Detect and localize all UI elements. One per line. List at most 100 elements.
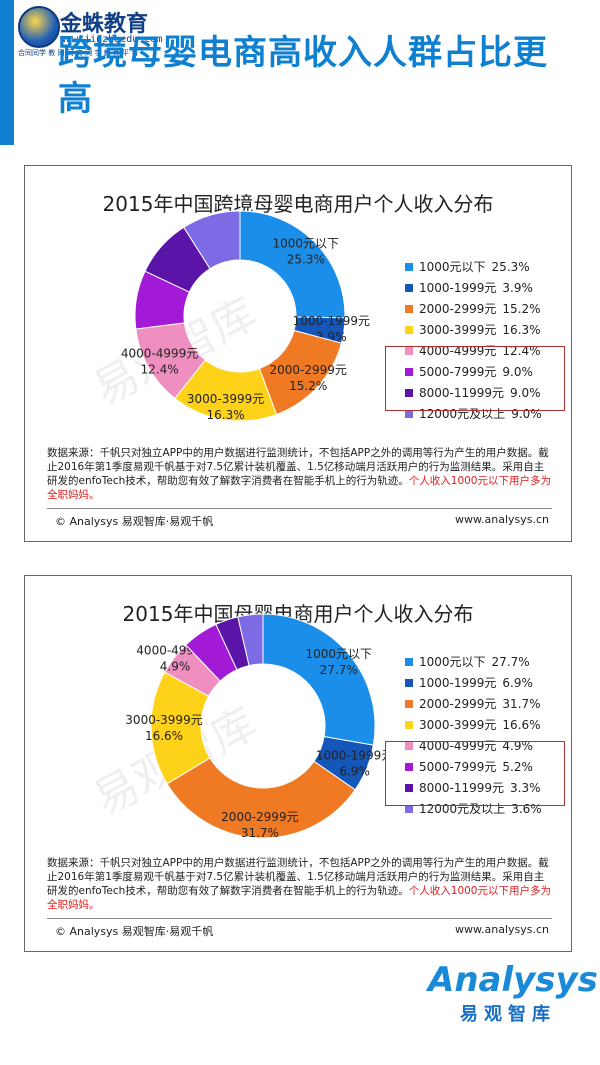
website: www.analysys.cn [455,923,549,936]
legend-value: 16.3% [502,322,541,337]
legend-item: 8000-11999元 3.3% [405,777,575,798]
legend-swatch [405,741,413,750]
slice-category-label: 1000元以下 [305,647,372,661]
donut-chart: 1000元以下25.3%1000-1999元3.9%2000-2999元15.2… [121,210,370,422]
slice-category-label: 3000-3999元 [187,392,264,406]
slice-value-label: 31.7% [241,826,279,840]
source-highlight: 个人收入1000元以下用户多为全职妈妈。 [47,475,551,501]
legend-label: 1000-1999元 [419,281,497,295]
source-text: 数据来源：千帆只对独立APP中的用户数据进行监测统计，不包括APP之外的调用等行… [47,857,549,897]
data-source-note: 数据来源：千帆只对独立APP中的用户数据进行监测统计，不包括APP之外的调用等行… [47,856,552,912]
slice-value-label: 16.3% [207,408,245,422]
legend-item: 2000-2999元 31.7% [405,693,575,714]
donut-slice-1 [239,210,346,319]
slice-value-label: 15.2% [289,379,327,393]
high-income-highlight-box [385,741,565,806]
legend-swatch [405,388,413,397]
legend-swatch [405,304,413,313]
legend-label: 1000-1999元 [419,676,497,690]
chart-panel-cross-border: 易观智库 2015年中国跨境母婴电商用户个人收入分布 1000元以下25.3%1… [24,165,572,542]
slice-category-label: 2000-2999元 [269,363,346,377]
legend-value: 4.9% [502,738,533,753]
legend-item: 5000-7999元 5.2% [405,756,575,777]
legend-label: 4000-4999元 [419,739,497,753]
legend-label: 8000-11999元 [419,781,505,795]
legend-label: 3000-3999元 [419,718,497,732]
legend-value: 15.2% [502,301,541,316]
legend-swatch [405,783,413,792]
legend-label: 1000元以下 [419,655,486,669]
chart-panel-all-maternal: 易观智库 2015年中国母婴电商用户个人收入分布 1000元以下27.7%100… [24,575,572,952]
brand-name: Analysys [428,960,598,1000]
slice-category-label: 1000元以下 [273,236,340,250]
legend-swatch [405,283,413,292]
high-income-highlight-box [385,346,565,411]
legend-swatch [405,804,413,813]
data-source-note: 数据来源：千帆只对独立APP中的用户数据进行监测统计，不包括APP之外的调用等行… [47,446,552,502]
donut-slice-1 [262,613,376,746]
slice-value-label: 27.7% [320,663,358,677]
legend-swatch [405,720,413,729]
legend-item: 4000-4999元 4.9% [405,735,575,756]
legend-item: 4000-4999元 12.4% [405,340,575,361]
legend-label: 8000-11999元 [419,386,505,400]
legend-swatch [405,762,413,771]
legend-item: 1000-1999元 3.9% [405,277,575,298]
legend-item: 5000-7999元 9.0% [405,361,575,382]
footer-divider [47,508,552,509]
donut-slice-8 [183,210,241,270]
chart-legend: 1000元以下 25.3% 1000-1999元 3.9% 2000-2999元 15.2… [405,256,575,424]
logo-url: www.jinzhuedu.com [60,34,163,45]
slice-value-label: 25.3% [287,252,325,266]
source-text: 数据来源：千帆只对独立APP中的用户数据进行监测统计，不包括APP之外的调用等行… [47,447,549,487]
legend-item: 1000元以下 25.3% [405,256,575,277]
legend-value: 9.0% [502,364,533,379]
logo-name: 金蛛教育 [60,12,149,37]
legend-swatch [405,262,413,271]
legend-label: 2000-2999元 [419,302,497,316]
legend-label: 2000-2999元 [419,697,497,711]
legend-item: 3000-3999元 16.6% [405,714,575,735]
slice-value-label: 16.6% [145,729,183,743]
slice-value-label: 4.9% [160,659,191,673]
legend-swatch [405,409,413,418]
slice-category-label: 4000-4999元 [121,346,198,360]
chart-title: 2015年中国跨境母婴电商用户个人收入分布 [102,192,494,216]
chart-legend: 1000元以下 27.7% 1000-1999元 6.9% 2000-2999元 31.7… [405,651,575,819]
legend-value: 16.6% [502,717,541,732]
legend-value: 25.3% [491,259,530,274]
footer-divider [47,918,552,919]
page-title: 跨境母婴电商高收入人群占比更高 [58,33,548,119]
legend-label: 5000-7999元 [419,365,497,379]
donut-slice-3 [166,757,356,839]
slice-category-label: 2000-2999元 [221,810,298,824]
legend-value: 3.9% [502,280,533,295]
source-highlight: 个人收入1000元以下用户多为全职妈妈。 [47,885,551,911]
legend-swatch [405,699,413,708]
legend-label: 1000元以下 [419,260,486,274]
legend-value: 9.0% [510,385,541,400]
legend-value: 3.3% [510,780,541,795]
legend-item: 3000-3999元 16.3% [405,319,575,340]
donut-chart: 1000元以下 27.7% 1000-1999元 6.9% 2000-2999元 31.7… [125,613,385,840]
legend-item: 1000元以下 27.7% [405,651,575,672]
logo-slogan: 合同同学 教 同 同 育 同 学 教 育 平 台 [18,49,139,57]
accent-side-bar [0,0,14,145]
copyright: © Analysys 易观智库·易观千帆 [55,515,214,528]
copyright: © Analysys 易观智库·易观千帆 [55,925,214,938]
slice-category-label: 3000-3999元 [125,713,202,727]
legend-value: 12.4% [502,343,541,358]
legend-swatch [405,346,413,355]
legend-value: 6.9% [502,675,533,690]
legend-item: 2000-2999元 15.2% [405,298,575,319]
legend-item: 1000-1999元 6.9% [405,672,575,693]
legend-swatch [405,657,413,666]
slice-category-label: 1000-1999元 [293,314,370,328]
legend-label: 4000-4999元 [419,344,497,358]
legend-item: 8000-11999元 9.0% [405,382,575,403]
legend-value: 5.2% [502,759,533,774]
legend-swatch [405,367,413,376]
slice-category-label: 1000-1999元 [316,748,385,762]
legend-value: 27.7% [491,654,530,669]
website: www.analysys.cn [455,513,549,526]
